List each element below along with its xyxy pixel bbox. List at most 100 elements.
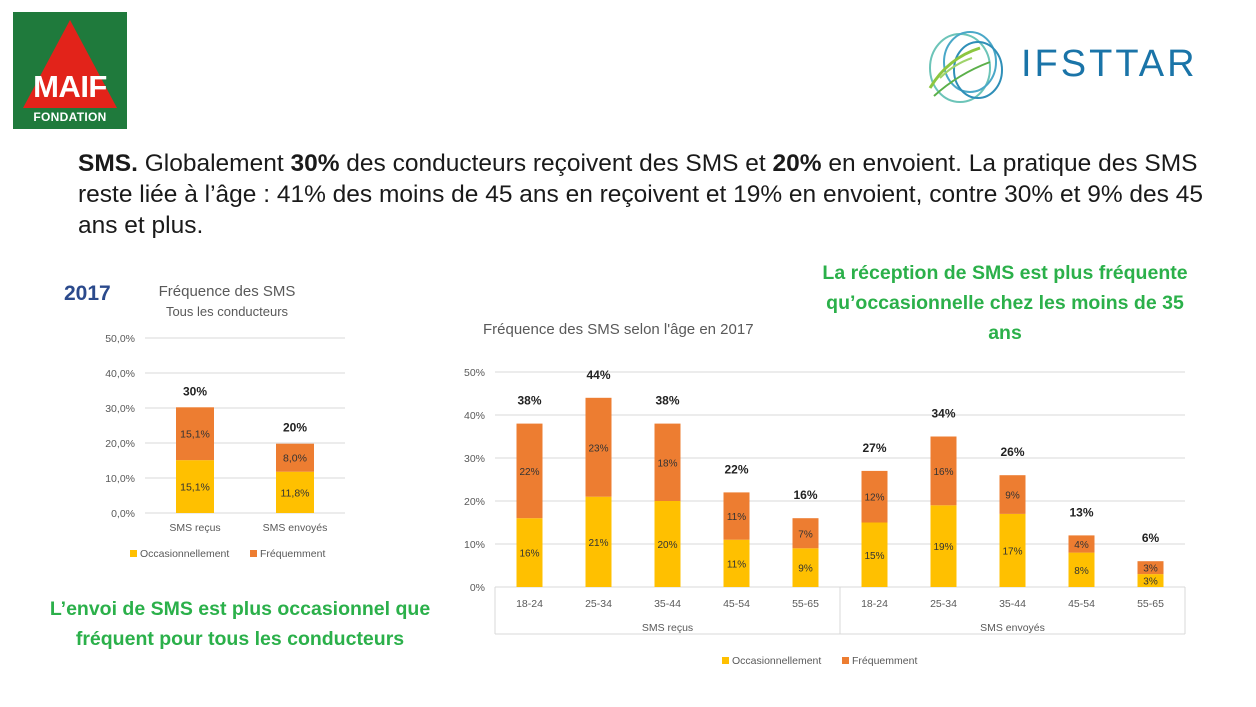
chart1-ytick-label: 40,0%	[105, 368, 135, 380]
chart2-category-label: 25-34	[930, 598, 957, 610]
chart2-legend-occasionnel: Occasionnellement	[732, 655, 821, 667]
chart2-label-frequent: 11%	[727, 512, 746, 523]
intro-bold-text: SMS.	[78, 150, 138, 177]
chart2-label-occasionnel: 11%	[727, 559, 746, 570]
chart2-bar-occasionnel	[999, 513, 1026, 587]
chart2-label-occasionnel: 21%	[588, 538, 608, 549]
chart1-bar-occasionnel	[176, 460, 214, 513]
chart1-legend-frequent: Fréquemment	[260, 548, 325, 560]
chart2-ytick-label: 10%	[464, 539, 485, 551]
chart2-label-frequent: 23%	[588, 443, 608, 454]
chart2-bar-frequent	[1068, 535, 1095, 553]
chart2-label-frequent: 22%	[519, 467, 539, 478]
chart2-label-occasionnel: 8%	[1074, 566, 1089, 577]
chart2-bar-occasionnel	[585, 496, 612, 587]
callout-envoi: L’envoi de SMS est plus occasionnel que …	[49, 598, 431, 650]
chart1-legend-swatch-occasionnel	[130, 550, 137, 557]
chart2-bar-frequent	[723, 492, 750, 540]
chart2-label-frequent: 7%	[798, 529, 813, 540]
chart1-total-label: 20%	[283, 421, 307, 435]
chart2-total-label: 38%	[655, 394, 679, 408]
chart2-bar-occasionnel	[654, 501, 681, 587]
chart1-bar-frequent	[276, 443, 314, 472]
chart2-bar-frequent	[930, 436, 957, 506]
chart2-label-frequent: 4%	[1074, 540, 1089, 551]
chart1-label-frequent: 8,0%	[283, 453, 307, 465]
chart2-bar-frequent	[516, 423, 543, 519]
chart2-bar-occasionnel	[1068, 552, 1095, 587]
chart2-total-label: 22%	[724, 462, 748, 476]
ifsttar-emblem-icon	[928, 31, 1003, 103]
chart1-title: Fréquence des SMS	[159, 283, 296, 300]
intro-text: des conducteurs reçoivent des SMS et	[339, 150, 773, 177]
chart2-ytick-label: 0%	[470, 582, 485, 594]
chart1-ytick-label: 10,0%	[105, 473, 135, 485]
fondation-logo-text: FONDATION	[33, 110, 107, 124]
chart2-ytick-label: 40%	[464, 410, 485, 422]
chart1-ytick-label: 30,0%	[105, 403, 135, 415]
chart-frequence-sms: Fréquence des SMS Tous les conducteurs 0,0…	[105, 283, 345, 560]
chart2-category-label: 35-44	[654, 598, 681, 610]
chart2-label-occasionnel: 17%	[1002, 546, 1022, 557]
chart2-label-occasionnel: 16%	[519, 549, 539, 560]
chart2-bar-occasionnel	[792, 548, 819, 587]
chart1-category-label: SMS envoyés	[263, 522, 328, 534]
chart2-total-label: 6%	[1142, 531, 1160, 545]
maif-logo-text: MAIF	[33, 69, 107, 104]
chart2-ytick-label: 30%	[464, 453, 485, 465]
chart2-bar-frequent	[654, 423, 681, 501]
chart2-category-label: 18-24	[516, 598, 543, 610]
intro-paragraph: SMS. Globalement 30% des conducteurs reç…	[78, 148, 1238, 241]
chart2-total-label: 13%	[1069, 505, 1093, 519]
callout-reception: La réception de SMS est plus fréquente q…	[822, 262, 1188, 344]
intro-bold-text: 30%	[290, 150, 340, 177]
chart1-category-label: SMS reçus	[169, 522, 220, 534]
chart2-category-label: 35-44	[999, 598, 1026, 610]
chart2-bar-occasionnel	[861, 522, 888, 587]
chart1-ytick-label: 0,0%	[111, 508, 135, 520]
intro-text: en envoient. La pratique des SMS reste l…	[78, 150, 1203, 239]
chart2-title: Fréquence des SMS selon l'âge en 2017	[483, 321, 754, 338]
chart2-label-occasionnel: 19%	[933, 542, 953, 553]
chart1-legend-occasionnel: Occasionnellement	[140, 548, 229, 560]
chart2-bar-frequent	[792, 518, 819, 549]
chart2-bar-occasionnel	[723, 539, 750, 587]
chart2-label-occasionnel: 3%	[1143, 577, 1158, 588]
chart1-legend-swatch-frequent	[250, 550, 257, 557]
year-label: 2017	[64, 282, 111, 305]
chart2-total-label: 34%	[931, 407, 955, 421]
chart2-label-occasionnel: 20%	[657, 540, 677, 551]
chart2-bar-frequent	[999, 475, 1026, 514]
chart-frequence-sms-age: Fréquence des SMS selon l'âge en 2017 0% 1…	[464, 321, 1186, 667]
chart2-bar-frequent	[861, 470, 888, 523]
chart2-label-frequent: 18%	[657, 458, 677, 469]
chart2-total-label: 44%	[586, 368, 610, 382]
chart2-group-label: SMS envoyés	[980, 622, 1045, 634]
chart2-category-label: 45-54	[1068, 598, 1095, 610]
chart2-category-label: 45-54	[723, 598, 750, 610]
chart2-label-occasionnel: 9%	[798, 564, 813, 575]
chart2-group-label: SMS reçus	[642, 622, 693, 634]
chart1-label-occasionnel: 11,8%	[281, 487, 310, 499]
intro-text: Globalement	[137, 150, 291, 177]
chart2-legend-swatch-frequent	[842, 657, 849, 664]
chart2-category-label: 55-65	[792, 598, 819, 610]
chart1-bar-occasionnel	[276, 471, 314, 513]
chart2-label-frequent: 16%	[933, 467, 953, 478]
ifsttar-logo-text: IFSTTAR	[1021, 43, 1198, 85]
chart1-subtitle: Tous les conducteurs	[166, 304, 289, 319]
chart2-category-label: 55-65	[1137, 598, 1164, 610]
maif-triangle-icon	[23, 20, 117, 108]
chart2-total-label: 27%	[862, 441, 886, 455]
chart2-total-label: 38%	[517, 394, 541, 408]
chart1-total-label: 30%	[183, 384, 207, 398]
chart1-ytick-label: 50,0%	[105, 333, 135, 345]
chart2-total-label: 26%	[1000, 445, 1024, 459]
chart2-total-label: 16%	[793, 488, 817, 502]
chart2-legend-swatch-occasionnel	[722, 657, 729, 664]
chart2-category-label: 25-34	[585, 598, 612, 610]
chart1-label-frequent: 15,1%	[180, 429, 210, 441]
chart1-label-occasionnel: 15,1%	[180, 482, 210, 494]
chart2-bar-frequent	[585, 397, 612, 497]
intro-bold-text: 20%	[772, 150, 822, 177]
